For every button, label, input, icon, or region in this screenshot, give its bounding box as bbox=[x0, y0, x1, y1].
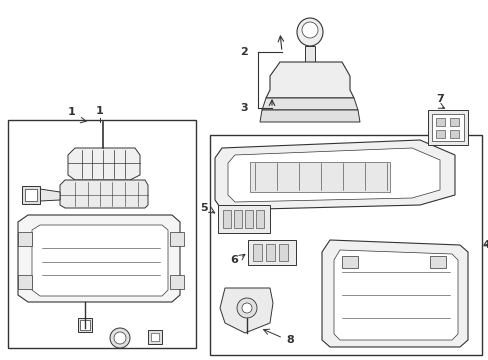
Bar bbox=[427, 110, 467, 145]
Circle shape bbox=[114, 332, 126, 344]
Bar bbox=[223, 210, 230, 228]
Bar bbox=[170, 232, 183, 246]
Bar bbox=[151, 333, 159, 341]
Bar bbox=[78, 318, 92, 332]
Circle shape bbox=[110, 328, 130, 348]
Bar bbox=[170, 275, 183, 289]
Polygon shape bbox=[265, 62, 353, 98]
Bar bbox=[249, 162, 389, 192]
Text: 6: 6 bbox=[230, 255, 238, 265]
Polygon shape bbox=[35, 189, 60, 201]
Circle shape bbox=[237, 298, 257, 318]
Bar bbox=[8, 120, 196, 348]
Bar bbox=[18, 275, 32, 289]
Bar bbox=[25, 189, 37, 201]
Bar bbox=[18, 232, 32, 246]
Bar bbox=[80, 320, 90, 330]
Text: 3: 3 bbox=[240, 103, 247, 113]
Ellipse shape bbox=[302, 22, 317, 38]
Bar bbox=[148, 330, 162, 344]
Bar bbox=[431, 114, 463, 141]
Text: 7: 7 bbox=[435, 94, 443, 104]
Polygon shape bbox=[262, 98, 357, 110]
Polygon shape bbox=[68, 148, 140, 180]
Polygon shape bbox=[333, 250, 457, 340]
Bar bbox=[22, 186, 40, 204]
Bar bbox=[435, 118, 444, 126]
Polygon shape bbox=[321, 240, 467, 347]
Bar bbox=[341, 256, 357, 268]
Polygon shape bbox=[215, 140, 454, 210]
Text: 8: 8 bbox=[285, 335, 293, 345]
Ellipse shape bbox=[296, 18, 323, 46]
Bar bbox=[247, 240, 295, 265]
Bar bbox=[305, 46, 314, 62]
Polygon shape bbox=[32, 225, 168, 296]
Bar bbox=[279, 244, 287, 261]
Text: 4: 4 bbox=[481, 240, 488, 250]
Polygon shape bbox=[220, 288, 272, 333]
Bar bbox=[252, 244, 262, 261]
Bar bbox=[449, 130, 458, 138]
Polygon shape bbox=[60, 180, 148, 208]
Text: 1: 1 bbox=[96, 106, 103, 116]
Bar bbox=[256, 210, 264, 228]
Bar bbox=[265, 244, 274, 261]
Bar bbox=[209, 135, 481, 355]
Bar bbox=[429, 256, 445, 268]
Text: 2: 2 bbox=[240, 47, 247, 57]
Text: 5: 5 bbox=[200, 203, 207, 213]
Circle shape bbox=[242, 303, 251, 313]
Polygon shape bbox=[260, 110, 359, 122]
Bar bbox=[234, 210, 242, 228]
Bar bbox=[449, 118, 458, 126]
Polygon shape bbox=[18, 215, 180, 302]
Text: 1: 1 bbox=[68, 107, 76, 117]
Bar bbox=[435, 130, 444, 138]
Bar bbox=[218, 205, 269, 233]
Polygon shape bbox=[227, 148, 439, 202]
Bar bbox=[244, 210, 252, 228]
